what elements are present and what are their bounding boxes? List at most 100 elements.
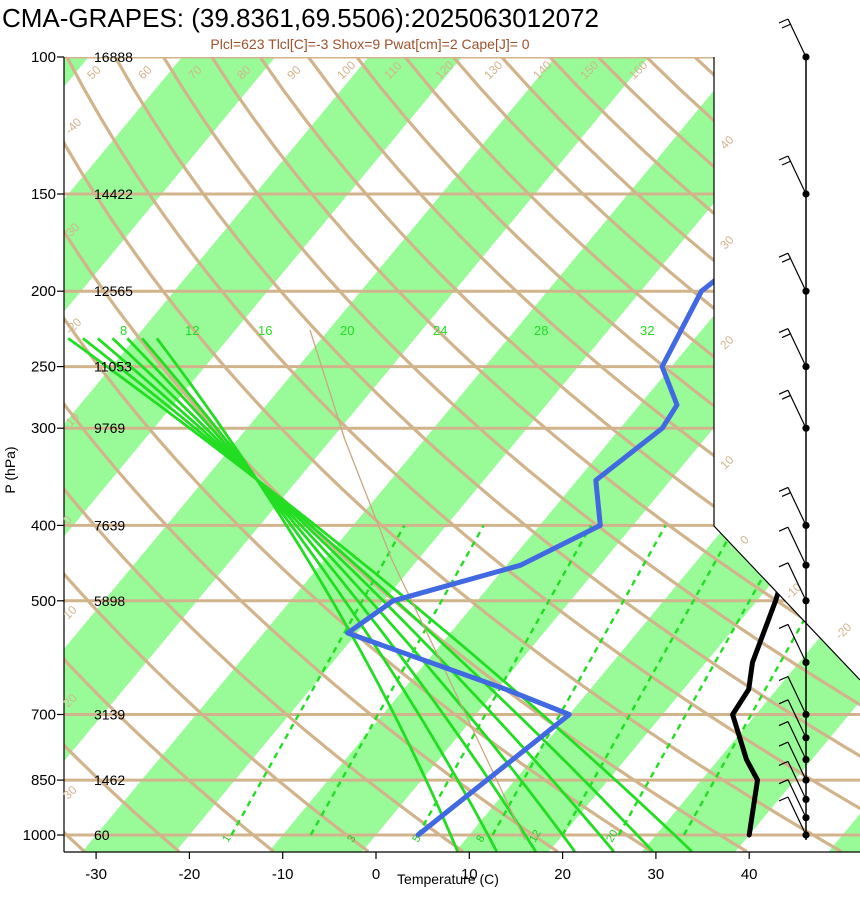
moist-adiabat-label: 32	[640, 323, 654, 338]
mixing-ratio-line	[682, 524, 858, 836]
wind-level-dot	[802, 521, 810, 530]
wind-barb-flag	[778, 796, 789, 802]
isotherm-label: 30	[60, 783, 80, 803]
grid-lines	[64, 57, 860, 852]
height-label: 16888	[94, 49, 133, 65]
wind-level-dot	[802, 710, 810, 719]
wind-barb-shaft	[787, 252, 807, 292]
pressure-label: 100	[31, 49, 56, 66]
mixing-ratio-label: 5	[410, 833, 423, 844]
wind-barb-shaft	[787, 721, 807, 760]
wind-barb-shaft	[787, 676, 807, 715]
mixing-ratio-line	[561, 524, 737, 836]
isotherm-band	[64, 57, 679, 852]
pressure-label: 850	[31, 772, 56, 789]
moist-adiabat-label: 20	[340, 323, 354, 338]
x-tick-label: -10	[272, 866, 294, 883]
mixing-ratio-label: 8	[474, 833, 487, 844]
pressure-label: 300	[31, 420, 56, 437]
moist-adiabat-label: 28	[534, 323, 548, 338]
isotherm-label: 40	[717, 133, 737, 153]
wind-barb-flag	[778, 675, 789, 682]
pressure-label: 700	[31, 706, 56, 723]
isotherm-label: 50	[84, 63, 104, 83]
pressure-label: 200	[31, 283, 56, 300]
wind-level-dot	[802, 658, 810, 667]
chart-subtitle: Plcl=623 Tlcl[C]=-3 Shox=9 Pwat[cm]=2 Ca…	[210, 36, 529, 52]
height-label: 7639	[94, 517, 125, 533]
moist-adiabat-label: 16	[258, 323, 272, 338]
wind-barb-shaft	[787, 526, 807, 566]
wind-barb-shaft	[787, 624, 807, 663]
wind-level-dot	[802, 597, 810, 605]
x-tick-label: 40	[741, 866, 758, 883]
wind-barb-shaft	[787, 779, 807, 818]
mixing-ratio-line	[230, 524, 406, 836]
isotherm-label: -40	[62, 115, 84, 137]
wind-barb-flag	[778, 526, 789, 532]
x-tick-label: -20	[179, 866, 201, 883]
wind-barb-shaft	[787, 699, 807, 739]
isotherm-label: -20	[832, 620, 854, 642]
dry-adiabat	[64, 57, 464, 852]
isotherm-label: 10	[60, 603, 80, 623]
height-label: 1462	[94, 772, 125, 788]
plot-border	[713, 57, 860, 681]
chart-title: CMA-GRAPES: (39.8361,69.5506):2025063012…	[2, 3, 599, 33]
x-tick-label: -30	[85, 866, 107, 883]
mixing-ratio-line	[416, 524, 593, 836]
wind-barb-shaft	[787, 562, 807, 602]
wind-barb-flag	[778, 779, 789, 785]
wind-barb-flag	[781, 160, 792, 166]
wind-barb-flag	[778, 721, 789, 727]
dry-adiabat	[64, 57, 275, 852]
height-label: 5898	[94, 593, 125, 609]
wind-level-dot	[802, 795, 810, 804]
wind-barb-flag	[778, 18, 789, 24]
isotherm-label: 10	[717, 453, 737, 473]
wind-barb-flag	[778, 486, 789, 492]
wind-barb-shaft	[787, 328, 807, 367]
wind-barb-shaft	[787, 389, 807, 429]
height-label: 12565	[94, 283, 133, 299]
plot-frame	[57, 56, 860, 859]
wind-barb-shaft	[787, 761, 807, 800]
x-tick-label: 20	[554, 866, 571, 883]
wind-barb-flag	[781, 257, 792, 263]
x-tick-label: 30	[648, 866, 665, 883]
wind-barb-flag	[781, 394, 792, 400]
height-label: 14422	[94, 186, 133, 202]
x-axis-label: Temperature (C)	[397, 871, 499, 887]
moist-adiabat-label: 8	[120, 323, 127, 338]
pressure-label: 250	[31, 359, 56, 376]
moist-adiabat-label: 24	[433, 323, 447, 338]
mixing-ratio-label: 20	[604, 828, 621, 845]
dry-adiabat	[64, 57, 370, 852]
x-tick-label: 0	[372, 866, 380, 883]
wind-barb-flag	[781, 333, 792, 339]
dry-adiabat	[64, 57, 559, 852]
height-label: 9769	[94, 420, 125, 436]
wind-barb-shaft	[787, 487, 807, 526]
isotherm-label: 30	[717, 233, 737, 253]
pressure-label: 500	[31, 593, 56, 610]
pressure-label: 150	[31, 186, 56, 203]
wind-barb-shaft	[787, 18, 807, 58]
height-label: 60	[94, 827, 110, 843]
isotherm-band	[64, 57, 305, 852]
wind-barb-flag	[778, 562, 789, 568]
isotherm-label: 130	[481, 58, 505, 82]
wind-barb-flag	[778, 155, 789, 161]
parcel-path	[309, 329, 526, 841]
moist-adiabat	[67, 337, 693, 852]
pressure-label: 400	[31, 517, 56, 534]
isotherm-label: 20	[717, 333, 737, 353]
height-label: 3139	[94, 706, 125, 722]
wind-barb-shaft	[787, 741, 807, 781]
height-label: 11053	[94, 359, 132, 375]
mixing-ratio-line	[491, 524, 667, 836]
y-axis-label: P (hPa)	[2, 446, 18, 493]
mixing-ratio-line	[309, 524, 485, 836]
wind-barb-flag	[778, 389, 789, 395]
